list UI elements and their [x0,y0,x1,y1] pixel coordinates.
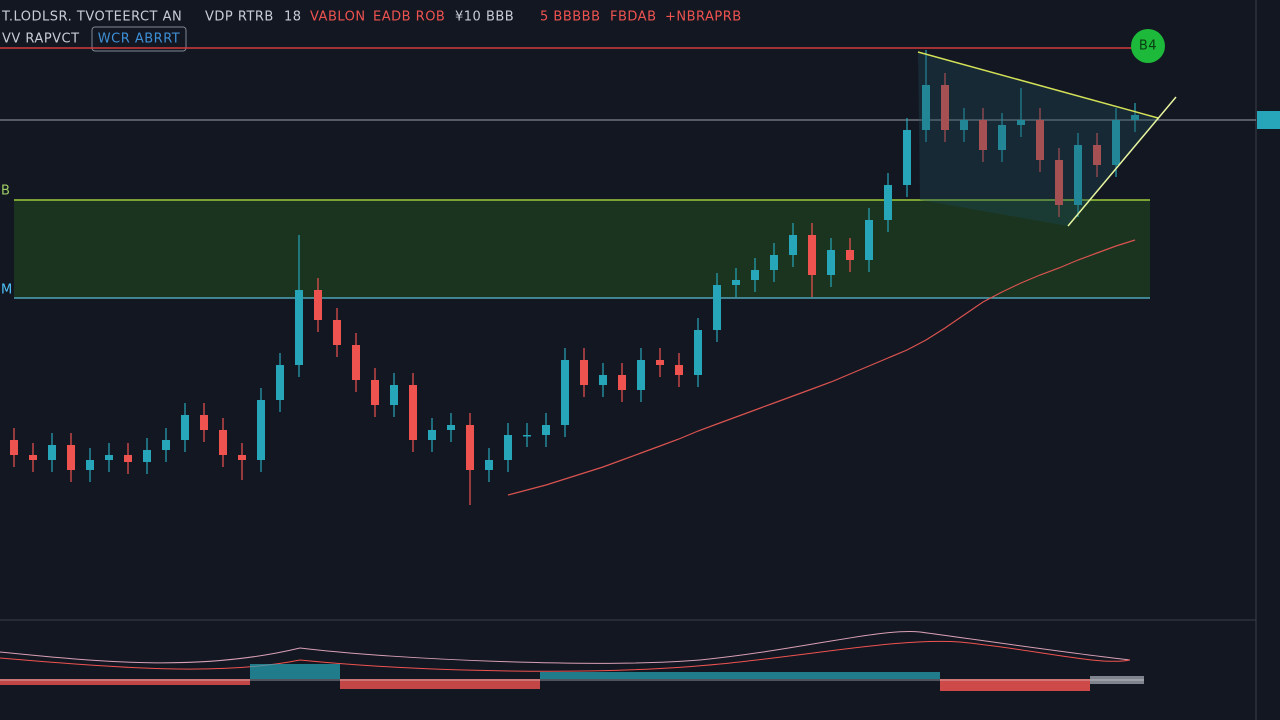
candle-body [314,290,322,320]
candle-body [960,120,968,130]
candle-body [143,450,151,462]
candle-body [1036,120,1044,160]
candle-body [637,360,645,390]
candle-body [827,250,835,275]
candle-body [390,385,398,405]
candle-body [542,425,550,435]
candle-body [276,365,284,400]
oscillator [0,631,1144,691]
candle-body [884,185,892,220]
histogram [250,664,340,679]
histogram [340,679,540,689]
candle-body [751,270,759,280]
trend-line [917,51,1159,119]
candle-body [219,430,227,455]
candle-body [808,235,816,275]
candle-body [1074,145,1082,205]
candle-body [770,255,778,270]
header-field: +NBRAPRB [665,10,742,25]
candle-body [998,125,1006,150]
header: T.LODLSR. TVOTEERCT AN VDP RTRB 18 VABLO… [1,10,742,52]
candle-body [485,460,493,470]
plot [0,47,1280,505]
oscillator-line [0,631,1131,664]
candle-body [67,445,75,470]
zone-label: B [1,184,10,199]
support-zone [14,200,1150,298]
candle-body [105,455,113,460]
candle-body [29,455,37,460]
candle-body [523,435,531,437]
candle-body [447,425,455,430]
candle-body [580,360,588,385]
candle-body [694,330,702,375]
candle-body [48,445,56,460]
candle-body [846,250,854,260]
badge-label[interactable]: B4 [1139,39,1157,54]
candle-body [257,400,265,460]
histogram [0,679,250,685]
candle-body [371,380,379,405]
candle-body [352,345,360,380]
header-field: VABLON [310,10,366,25]
candle-body [675,365,683,375]
candle-body [732,280,740,285]
candle-body [124,455,132,462]
candle-body [162,440,170,450]
candle-body [504,435,512,460]
candle-body [428,430,436,440]
candle-body [903,130,911,185]
header-field: EADB ROB [373,10,445,25]
oscillator-signal [0,640,1131,672]
candle-body [333,320,341,345]
candle-body [979,120,987,150]
header-field: FBDAB [610,10,657,25]
candle-body [1017,120,1025,125]
candle-body [86,460,94,470]
header-field: ¥10 BBB [455,10,514,25]
trend-line [1067,96,1177,227]
candle-body [1131,115,1139,120]
candle-body [200,415,208,430]
candle-body [409,385,417,440]
candle-body [1055,160,1063,205]
header-field: 5 BBBBB [540,10,601,25]
candle-body [713,285,721,330]
candle-body [618,375,626,390]
candle-body [922,85,930,130]
candle-body [656,360,664,365]
symbol: T.LODLSR. TVOTEERCT AN [1,10,182,25]
indicator-button-label[interactable]: WCR ABRRT [98,32,180,47]
candle-body [1112,120,1120,165]
indicator-button[interactable] [91,26,187,52]
triangle-fill [918,52,1158,226]
candle-body [941,85,949,130]
drawings [917,51,1177,227]
price-tag [1257,111,1280,129]
header-field: 18 [284,10,302,25]
candle-body [1093,145,1101,165]
candle-body [295,290,303,365]
candle-body [181,415,189,440]
histogram [940,679,1090,691]
moving-average [507,239,1136,496]
candle-body [238,455,246,460]
candle-body [561,360,569,425]
header-field: VDP RTRB [205,10,274,25]
candle-body [865,220,873,260]
candle-body [789,235,797,255]
candle-body [466,425,474,470]
badge[interactable] [1131,29,1165,63]
subtitle: VV RAPVCT [2,32,80,47]
histogram [540,672,940,679]
candle-body [599,375,607,385]
zone-label: M [1,283,13,298]
candle-body [10,440,18,455]
